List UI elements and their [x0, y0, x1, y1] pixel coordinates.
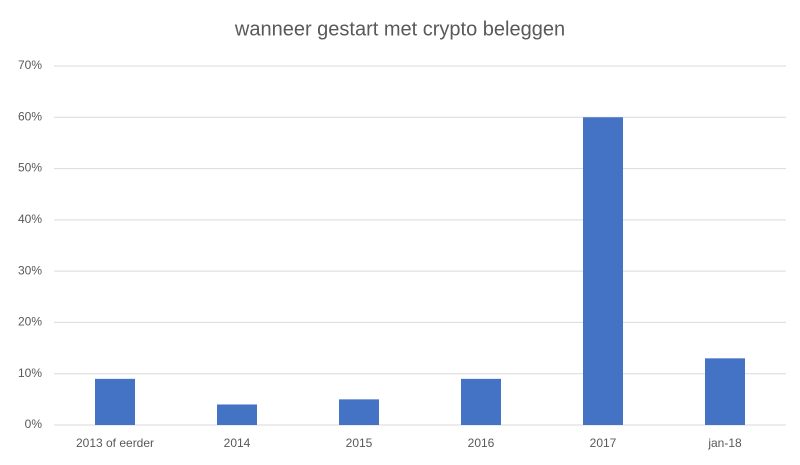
- y-tick-label: 70%: [18, 58, 42, 72]
- x-tick-label: 2016: [468, 436, 495, 450]
- bar: [461, 378, 501, 425]
- x-tick-label: 2017: [590, 436, 617, 450]
- bar: [705, 358, 745, 425]
- x-tick-label: 2013 of eerder: [76, 436, 154, 450]
- bar: [95, 378, 135, 425]
- y-tick-label: 0%: [25, 417, 43, 431]
- bar: [339, 399, 379, 425]
- bar: [217, 404, 257, 425]
- y-tick-label: 30%: [18, 263, 42, 277]
- y-tick-label: 60%: [18, 109, 42, 123]
- chart-title: wanneer gestart met crypto beleggen: [234, 18, 565, 40]
- x-tick-label: 2015: [346, 436, 373, 450]
- y-tick-label: 10%: [18, 366, 42, 380]
- x-tick-label: jan-18: [707, 436, 742, 450]
- y-tick-label: 40%: [18, 212, 42, 226]
- x-tick-label: 2014: [224, 436, 251, 450]
- bar: [583, 117, 623, 426]
- y-tick-label: 20%: [18, 315, 42, 329]
- y-tick-label: 50%: [18, 161, 42, 175]
